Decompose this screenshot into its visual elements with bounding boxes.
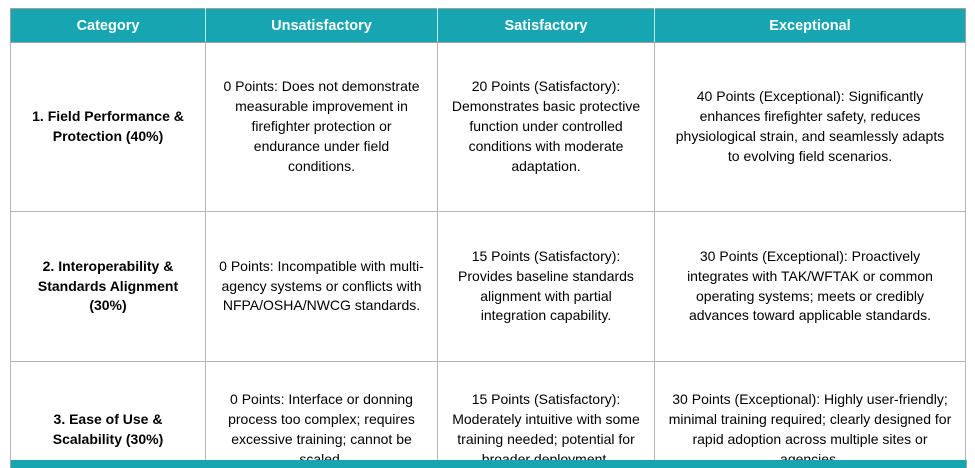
satisfactory-cell: 15 Points (Satisfactory): Moderately int… — [437, 361, 655, 468]
satisfactory-cell: 20 Points (Satisfactory): Demonstrates b… — [437, 42, 655, 212]
category-cell: 1. Field Performance & Protection (40%) — [10, 42, 206, 212]
satisfactory-cell: 15 Points (Satisfactory): Provides basel… — [437, 211, 655, 362]
table-row: 3. Ease of Use & Scalability (30%) 0 Poin… — [10, 361, 966, 468]
category-cell: 2. Interoperability & Standards Alignmen… — [10, 211, 206, 362]
table-row: 1. Field Performance & Protection (40%) 0… — [10, 42, 966, 212]
exceptional-cell: 30 Points (Exceptional): Proactively int… — [654, 211, 966, 362]
rubric-table: Category Unsatisfactory Satisfactory Exc… — [10, 8, 966, 468]
exceptional-cell: 40 Points (Exceptional): Significantly e… — [654, 42, 966, 212]
partial-next-table-header — [10, 460, 967, 468]
column-header-exceptional: Exceptional — [654, 8, 966, 43]
unsatisfactory-cell: 0 Points: Interface or donning process t… — [205, 361, 438, 468]
table-header-row: Category Unsatisfactory Satisfactory Exc… — [10, 8, 966, 43]
column-header-satisfactory: Satisfactory — [437, 8, 655, 43]
unsatisfactory-cell: 0 Points: Does not demonstrate measurabl… — [205, 42, 438, 212]
category-cell: 3. Ease of Use & Scalability (30%) — [10, 361, 206, 468]
column-header-unsatisfactory: Unsatisfactory — [205, 8, 438, 43]
table-row: 2. Interoperability & Standards Alignmen… — [10, 211, 966, 362]
exceptional-cell: 30 Points (Exceptional): Highly user-fri… — [654, 361, 966, 468]
column-header-category: Category — [10, 8, 206, 43]
unsatisfactory-cell: 0 Points: Incompatible with multi-agency… — [205, 211, 438, 362]
